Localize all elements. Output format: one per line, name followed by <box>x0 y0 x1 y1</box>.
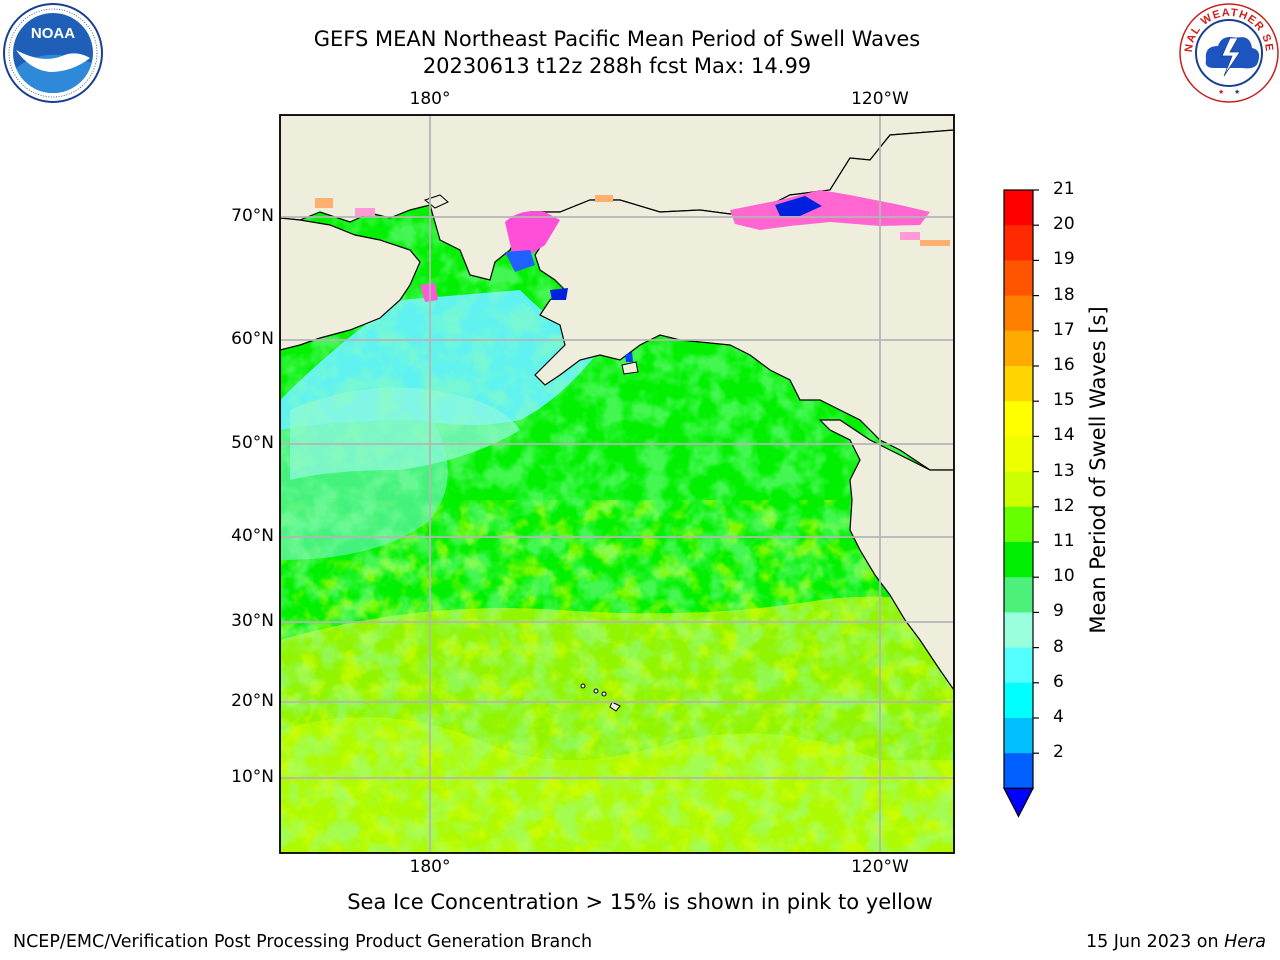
colorbar-tick-label: 11 <box>1053 531 1075 551</box>
colorbar-tick-label: 4 <box>1053 707 1064 727</box>
colorbar-segment <box>1004 225 1033 261</box>
chart-subtitle: 20230613 t12z 288h fcst Max: 14.99 <box>422 54 812 78</box>
svg-text:★: ★ <box>1234 88 1240 96</box>
noaa-logo: NOAA <box>3 3 103 103</box>
colorbar-tick-label: 8 <box>1053 636 1064 657</box>
chart-title: GEFS MEAN Northeast Pacific Mean Period … <box>313 27 921 51</box>
lat-label-50n: 50°N <box>231 433 274 453</box>
colorbar-tick-label: 6 <box>1053 671 1064 692</box>
nws-logo: NATIONAL WEATHER SERVICE ★ ★ <box>1178 2 1279 103</box>
colorbar-tick-label: 20 <box>1053 214 1075 235</box>
colorbar-segment <box>1004 647 1033 684</box>
colorbar-segment <box>1004 753 1033 789</box>
map-area <box>280 115 954 853</box>
colorbar-tick-label: 14 <box>1053 425 1075 446</box>
colorbar <box>1003 189 1039 818</box>
host-name: Hera <box>1224 932 1266 952</box>
colorbar-segment <box>1004 330 1033 367</box>
colorbar-tick-label: 10 <box>1053 566 1075 587</box>
lon-label-bottom-120w: 120°W <box>851 857 909 877</box>
lon-label-top-180: 180° <box>409 89 451 109</box>
colorbar-segment <box>1004 577 1033 613</box>
colorbar-segment <box>1004 436 1033 473</box>
date-stamp: 15 Jun 2023 on Hera <box>1086 932 1266 952</box>
svg-text:★: ★ <box>1218 88 1224 96</box>
colorbar-segment <box>1004 260 1033 297</box>
map-frame <box>279 114 955 854</box>
colorbar-segment <box>1004 542 1033 578</box>
lat-label-40n: 40°N <box>231 526 274 546</box>
lat-label-30n: 30°N <box>231 611 274 631</box>
colorbar-tick-label: 2 <box>1053 742 1064 763</box>
colorbar-segment <box>1004 295 1033 332</box>
colorbar-frame <box>1003 189 1034 790</box>
colorbar-segment <box>1004 718 1033 754</box>
colorbar-segment <box>1004 612 1033 649</box>
sea-ice-overlay <box>505 211 560 258</box>
graticule <box>280 115 954 853</box>
lat-label-60n: 60°N <box>231 329 274 349</box>
colorbar-segment <box>1004 682 1033 719</box>
lat-label-10n: 10°N <box>231 767 274 787</box>
colorbar-tick-label: 17 <box>1053 319 1075 340</box>
colorbar-label: Mean Period of Swell Waves [s] <box>1086 306 1110 634</box>
land-chukotka <box>280 217 421 351</box>
colorbar-segment <box>1004 401 1033 437</box>
colorbar-segment <box>1004 471 1033 508</box>
credit-text: NCEP/EMC/Verification Post Processing Pr… <box>13 932 593 952</box>
lat-label-70n: 70°N <box>231 206 274 226</box>
sea-ice-note: Sea Ice Concentration > 15% is shown in … <box>347 890 933 914</box>
lat-label-20n: 20°N <box>231 691 274 711</box>
noaa-logo-text: NOAA <box>31 25 75 42</box>
hawaii-big-island <box>609 701 621 712</box>
colorbar-tick-label: 12 <box>1053 495 1075 516</box>
colorbar-tick-label: 16 <box>1053 355 1075 375</box>
colorbar-tick-label: 15 <box>1053 390 1075 411</box>
colorbar-extend-arrow <box>1003 787 1034 818</box>
date-text: 15 Jun 2023 on <box>1085 932 1225 952</box>
lon-label-top-120w: 120°W <box>851 89 909 109</box>
colorbar-tick-label: 18 <box>1053 284 1075 305</box>
colorbar-tick-label: 9 <box>1053 601 1064 622</box>
colorbar-segment <box>1004 506 1033 543</box>
colorbar-tick-label: 13 <box>1053 460 1075 481</box>
colorbar-tick-label: 19 <box>1053 249 1075 270</box>
lon-label-bottom-180: 180° <box>409 857 451 877</box>
colorbar-segment <box>1004 190 1033 226</box>
colorbar-segment <box>1004 366 1033 402</box>
colorbar-tick-label: 21 <box>1053 179 1075 199</box>
